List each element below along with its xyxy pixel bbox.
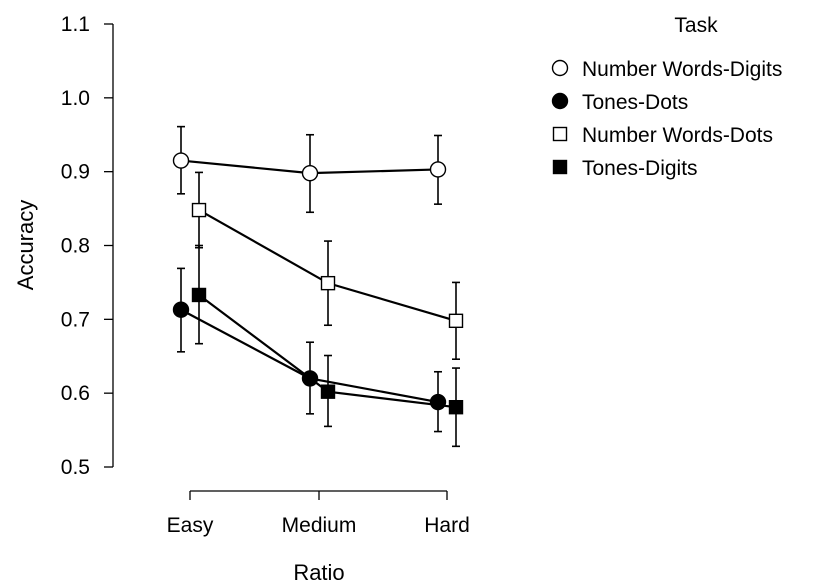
legend-label: Number Words-Dots (582, 124, 773, 147)
data-point (172, 301, 190, 318)
legend-marker (552, 159, 568, 175)
legend-title: Task (674, 14, 718, 37)
y-tick-label: 0.8 (61, 235, 90, 258)
x-tick-label: Hard (424, 514, 470, 537)
data-point (448, 313, 464, 329)
legend-item: Number Words-Digits (551, 58, 782, 81)
data-point (320, 384, 336, 399)
legend-marker (551, 59, 569, 77)
series-markers-3 (191, 287, 464, 415)
y-tick-label: 1.1 (61, 13, 90, 36)
data-point (172, 152, 190, 169)
series-1 (177, 267, 442, 433)
legend-label: Tones-Digits (582, 157, 698, 180)
series-markers-2 (191, 202, 464, 329)
x-axis-label: Ratio (293, 560, 344, 581)
legend-label: Tones-Dots (582, 91, 688, 114)
series-2 (195, 171, 460, 361)
series-markers-1 (172, 301, 447, 411)
series-markers-0 (172, 152, 447, 182)
legend-label: Number Words-Digits (582, 58, 782, 81)
y-axis-label: Accuracy (13, 200, 38, 290)
x-tick-label: Medium (282, 514, 357, 537)
data-point (191, 287, 207, 303)
data-point (191, 202, 207, 218)
data-point (301, 164, 319, 182)
y-tick-label: 0.6 (61, 382, 90, 405)
data-point (429, 393, 447, 411)
plot-area (172, 125, 464, 448)
data-point (448, 399, 464, 415)
legend-marker (552, 126, 568, 142)
data-point (429, 161, 447, 178)
y-tick-label: 0.9 (61, 161, 90, 184)
y-axis: 0.5 0.6 0.7 0.8 0.9 1.0 1.1 (61, 13, 114, 479)
y-tick-label: 0.5 (61, 456, 90, 479)
x-axis: Easy Medium Hard (167, 490, 470, 537)
y-tick-label: 1.0 (61, 87, 90, 110)
y-tick-label: 0.7 (61, 308, 90, 331)
legend-item: Tones-Digits (552, 157, 698, 180)
legend-marker (551, 92, 569, 110)
legend: Task Number Words-Digits Tones-Dots Number… (551, 14, 782, 180)
data-point (320, 275, 336, 291)
x-tick-label: Easy (167, 514, 214, 537)
legend-item: Number Words-Dots (552, 124, 773, 147)
data-point (301, 370, 319, 387)
legend-item: Tones-Dots (551, 91, 688, 114)
